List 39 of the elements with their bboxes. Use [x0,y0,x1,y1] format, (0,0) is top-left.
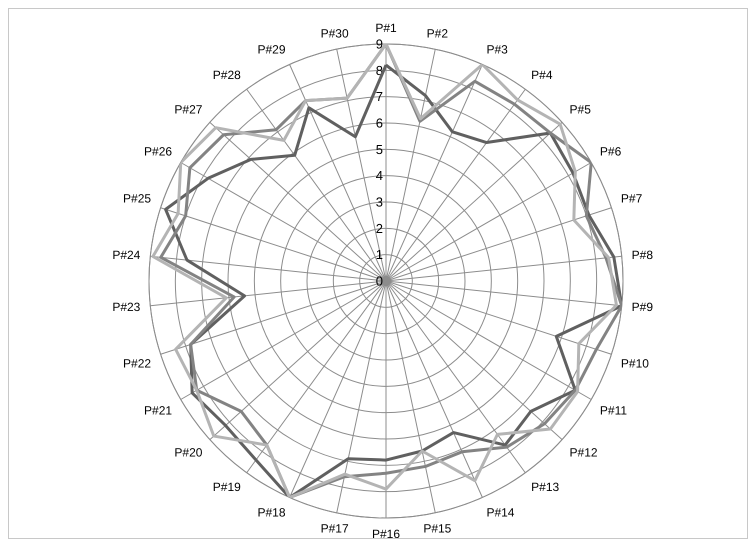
spoke-label: P#8 [632,248,654,262]
spoke-label: P#27 [174,102,203,117]
y-tick-label: 9 [376,36,383,52]
spoke-label: P#9 [632,300,654,314]
y-tick-label: 6 [376,116,383,130]
spoke-label: P#4 [531,68,553,82]
spoke-label: P#29 [258,42,286,56]
spoke-label: P#13 [531,480,560,494]
spoke-label: P#20 [174,445,203,460]
spoke-label: P#24 [112,248,141,262]
spoke-label: P#16 [372,527,400,541]
spoke-label: P#1 [375,21,397,35]
spoke-label: P#18 [258,506,286,520]
y-tick-label: 4 [376,168,383,184]
spoke-label: P#26 [144,144,172,158]
spoke-label: P#6 [600,144,622,158]
spoke-label: P#14 [486,506,515,520]
spoke-label: P#28 [212,68,242,82]
y-tick-label: 0 [376,274,383,288]
spoke-label: P#25 [123,192,152,206]
y-tick-label: 1 [376,247,383,262]
spoke-label: P#30 [320,26,349,40]
y-tick-label: 5 [376,142,383,157]
spoke-label: P#22 [123,356,152,370]
spoke-label: P#23 [112,300,141,314]
spoke-label: P#5 [570,102,592,117]
spoke-label: P#10 [620,356,650,370]
y-tick-label: 3 [376,194,383,210]
spoke-label: P#3 [486,42,508,56]
spoke-label: P#2 [426,26,448,40]
spoke-label: P#17 [320,522,349,536]
spoke-label: P#12 [570,445,598,460]
spoke-label: P#19 [212,480,242,494]
spoke-label: P#21 [144,404,172,418]
y-tick-label: 7 [376,89,383,104]
y-tick-label: 2 [376,220,383,236]
spoke-label: P#15 [423,522,452,536]
spoke-label: P#11 [600,404,628,418]
spoke-label: P#7 [620,192,643,206]
